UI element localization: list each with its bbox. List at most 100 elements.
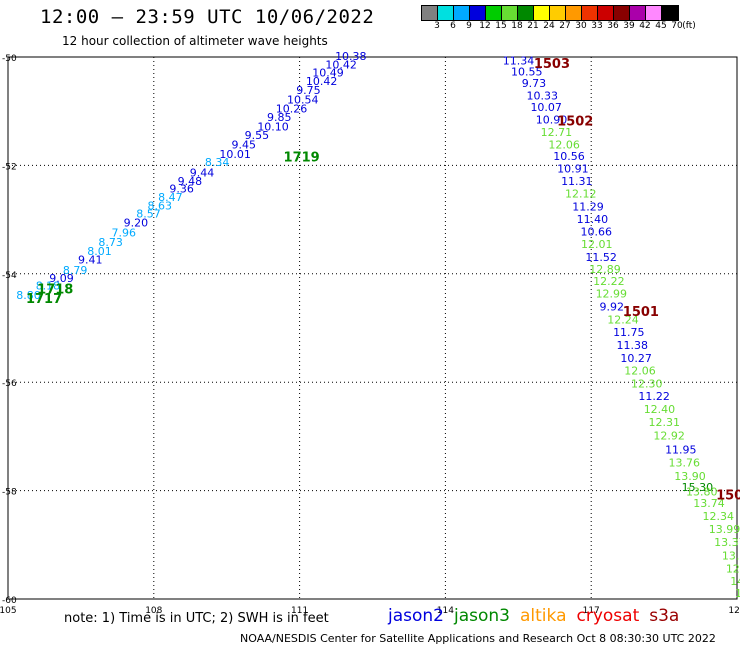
color-scale-bar: [421, 5, 679, 21]
wave-height-label: 14.: [730, 575, 740, 588]
color-swatch: [422, 6, 438, 20]
color-scale-tick-label: 3: [434, 21, 440, 31]
color-scale-tick-label: 70: [671, 21, 683, 31]
wave-height-label: 12.06: [624, 364, 656, 377]
wave-height-label: 8.79: [63, 264, 88, 277]
wave-height-label: 12.12: [565, 188, 597, 201]
wave-height-label: 10.42: [306, 75, 338, 88]
wave-height-label: 9.73: [522, 77, 547, 90]
wave-height-label: 12.99: [596, 287, 628, 300]
wave-height-label: 8.80: [16, 289, 41, 302]
page-title: 12:00 – 23:59 UTC 10/06/2022: [40, 6, 375, 28]
footer-credit: NOAA/NESDIS Center for Satellite Applica…: [240, 632, 716, 645]
wave-height-label: 11.31: [561, 175, 593, 188]
wave-height-label: 8.57: [136, 208, 161, 221]
wave-height-label: 13.99: [709, 523, 740, 536]
wave-height-label: 8.73: [98, 236, 123, 249]
wave-height-label: 12.71: [541, 126, 573, 139]
wave-height-label: 10.55: [511, 66, 543, 79]
y-tick-label: -56: [2, 379, 17, 389]
color-scale-tick-label: 6: [450, 21, 456, 31]
wave-height-label: 11.22: [638, 390, 670, 403]
wave-height-label: 13.: [735, 587, 740, 600]
wave-height-label: 10.26: [276, 102, 308, 115]
wave-height-label: 12.01: [581, 238, 613, 251]
wave-height-label: 13.80: [686, 486, 718, 499]
time-label: 1501: [623, 305, 659, 320]
wave-height-label: 12.06: [548, 138, 580, 151]
legend-entry-jason2: jason2: [388, 606, 444, 626]
wave-height-label: 9.45: [232, 138, 257, 151]
color-scale-tick-label: 24: [543, 21, 555, 31]
color-scale-tick-label: 33: [591, 21, 603, 31]
wave-height-label: 13.90: [674, 470, 706, 483]
chart-subtitle: 12 hour collection of altimeter wave hei…: [62, 34, 328, 48]
wave-height-label: 11.95: [665, 443, 697, 456]
x-tick-label: 105: [0, 606, 17, 616]
color-swatch: [598, 6, 614, 20]
wave-height-label: 7.96: [112, 227, 137, 240]
color-scale-tick-label: 27: [559, 21, 571, 31]
color-swatch: [566, 6, 582, 20]
satellite-legend: jason2 jason3 altika cryosat s3a: [388, 606, 679, 626]
wave-height-label: 10.42: [325, 59, 357, 72]
wave-height-label: 12.34: [702, 510, 734, 523]
time-label: 1502: [557, 114, 593, 129]
wave-height-label: 10.56: [553, 150, 585, 163]
wave-height-label: 11.75: [613, 326, 645, 339]
color-scale-tick-label: 15: [495, 21, 507, 31]
wave-height-label: 11.29: [572, 201, 604, 214]
wave-height-label: 10.01: [219, 148, 251, 161]
color-scale-tick-label: 45: [655, 21, 667, 31]
wave-height-label: 10.91: [557, 163, 589, 176]
wave-height-label: 10.38: [335, 50, 367, 63]
plot-frame: [7, 56, 738, 600]
color-swatch: [582, 6, 598, 20]
color-swatch: [646, 6, 662, 20]
y-tick-label: -58: [2, 488, 17, 498]
wave-height-label: 10.10: [257, 120, 289, 133]
x-tick-label: 111: [291, 606, 308, 616]
color-scale-tick-label: 30: [575, 21, 587, 31]
wave-height-label: 8.47: [158, 191, 183, 204]
wave-height-label: 13.74: [693, 497, 725, 510]
wave-height-label: 12.40: [644, 403, 676, 416]
wave-height-label: 10.90: [536, 113, 568, 126]
legend-entry-s3a: s3a: [649, 606, 680, 626]
time-label: 1719: [284, 151, 320, 166]
color-scale-tick-label: 21: [527, 21, 539, 31]
wave-height-label: 9.41: [78, 254, 103, 267]
color-swatch: [550, 6, 566, 20]
color-swatch: [630, 6, 646, 20]
wave-height-label: 12.31: [649, 416, 681, 429]
wave-height-label: 8.63: [147, 200, 172, 213]
legend-entry-altika: altika: [520, 606, 567, 626]
wave-height-label: 9.44: [190, 166, 215, 179]
wave-height-label: 11.40: [577, 213, 609, 226]
wave-height-label: 10.27: [620, 352, 652, 365]
time-label: 1718: [37, 282, 73, 297]
wave-height-label: 9.36: [169, 183, 194, 196]
wave-height-label: 12.30: [631, 377, 663, 390]
color-swatch: [662, 6, 678, 20]
legend-entry-jason3: jason3: [454, 606, 510, 626]
y-tick-label: -54: [2, 271, 17, 281]
wave-height-label: 9.92: [599, 300, 624, 313]
y-tick-label: -60: [2, 596, 17, 606]
x-tick-label: 108: [145, 606, 162, 616]
wave-height-label: 12.86: [726, 563, 740, 576]
wave-height-label: 10.07: [530, 101, 562, 114]
wave-height-label: 10.49: [312, 67, 344, 80]
color-scale-tick-label: 18: [511, 21, 523, 31]
x-tick-label: 114: [437, 606, 454, 616]
wave-height-label: 13.76: [668, 456, 700, 469]
wave-height-label: 9.09: [49, 272, 73, 285]
legend-entry-cryosat: cryosat: [576, 606, 640, 626]
color-swatch: [454, 6, 470, 20]
wave-height-label: 8.34: [205, 156, 230, 169]
x-tick-label: 117: [583, 606, 600, 616]
wave-height-label: 10.66: [581, 226, 613, 239]
wave-height-label: 9.75: [296, 84, 321, 97]
color-swatch: [486, 6, 502, 20]
color-scale-tick-label: 36: [607, 21, 619, 31]
